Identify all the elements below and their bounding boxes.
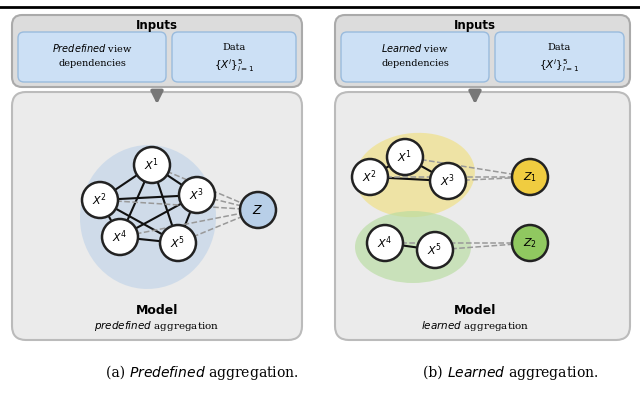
Text: $X^5$: $X^5$ <box>170 235 186 251</box>
Text: Model: Model <box>454 303 496 316</box>
Text: Model: Model <box>136 303 178 316</box>
Text: $Z_1$: $Z_1$ <box>523 170 537 184</box>
Circle shape <box>134 147 170 183</box>
FancyBboxPatch shape <box>172 32 296 82</box>
Circle shape <box>512 225 548 261</box>
Text: $\{X^i\}_{i=1}^5$: $\{X^i\}_{i=1}^5$ <box>214 58 254 74</box>
FancyBboxPatch shape <box>12 92 302 340</box>
Text: $X^4$: $X^4$ <box>112 229 128 245</box>
Text: $\mathit{Predefined}$ view: $\mathit{Predefined}$ view <box>52 42 132 54</box>
Text: Inputs: Inputs <box>454 19 496 32</box>
Text: Data: Data <box>548 43 571 53</box>
Text: Inputs: Inputs <box>136 19 178 32</box>
Circle shape <box>352 159 388 195</box>
FancyBboxPatch shape <box>341 32 489 82</box>
Circle shape <box>430 163 466 199</box>
FancyBboxPatch shape <box>335 15 630 87</box>
Text: $\mathit{Learned}$ aggregation.: $\mathit{Learned}$ aggregation. <box>447 364 598 382</box>
Text: $\mathit{Predefined}$ aggregation.: $\mathit{Predefined}$ aggregation. <box>129 364 299 382</box>
Text: $X^5$: $X^5$ <box>428 242 443 258</box>
Ellipse shape <box>355 133 475 217</box>
Circle shape <box>82 182 118 218</box>
Text: (a): (a) <box>106 366 129 380</box>
FancyBboxPatch shape <box>18 32 166 82</box>
Circle shape <box>387 139 423 175</box>
Ellipse shape <box>355 211 471 283</box>
Text: $X^3$: $X^3$ <box>189 187 205 203</box>
Text: $X^1$: $X^1$ <box>397 149 413 165</box>
Ellipse shape <box>80 145 216 289</box>
Text: $X^2$: $X^2$ <box>93 192 108 208</box>
Text: dependencies: dependencies <box>381 60 449 68</box>
Circle shape <box>102 219 138 255</box>
Text: $X^2$: $X^2$ <box>362 169 378 185</box>
Text: $Z$: $Z$ <box>252 203 264 216</box>
Text: $X^4$: $X^4$ <box>378 235 393 251</box>
Text: $\{X^i\}_{i=1}^5$: $\{X^i\}_{i=1}^5$ <box>540 58 580 74</box>
Text: $Z_2$: $Z_2$ <box>523 236 537 250</box>
Circle shape <box>179 177 215 213</box>
Circle shape <box>417 232 453 268</box>
Text: $X^1$: $X^1$ <box>145 157 159 173</box>
FancyBboxPatch shape <box>12 15 302 87</box>
Text: dependencies: dependencies <box>58 60 126 68</box>
Text: $\mathit{learned}$ aggregation: $\mathit{learned}$ aggregation <box>421 319 529 333</box>
Text: $\mathit{predefined}$ aggregation: $\mathit{predefined}$ aggregation <box>95 319 220 333</box>
Circle shape <box>512 159 548 195</box>
Circle shape <box>240 192 276 228</box>
Text: $\mathit{Learned}$ view: $\mathit{Learned}$ view <box>381 42 449 54</box>
FancyBboxPatch shape <box>335 92 630 340</box>
Text: Data: Data <box>222 43 246 53</box>
Circle shape <box>367 225 403 261</box>
FancyBboxPatch shape <box>495 32 624 82</box>
Text: $X^3$: $X^3$ <box>440 173 456 189</box>
Text: (b): (b) <box>423 366 447 380</box>
Circle shape <box>160 225 196 261</box>
